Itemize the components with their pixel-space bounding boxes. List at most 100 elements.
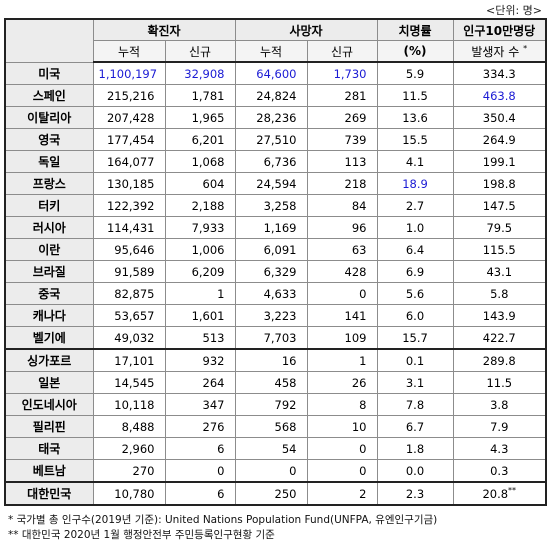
per-100k-cell-value: 115.5 — [482, 242, 516, 257]
table-row: 터키 122,392 2,188 3,258 84 2.7 147.5 — [4, 194, 547, 217]
confirmed-new-cell: 32,908 — [164, 61, 236, 85]
confirmed-new-cell-value: 264 — [202, 375, 225, 390]
deaths-cumulative-cell: 4,633 — [234, 282, 308, 305]
country-cell: 프랑스 — [4, 172, 94, 195]
confirmed-new-cell: 6 — [164, 481, 236, 506]
confirmed-cumulative-cell: 10,118 — [92, 393, 166, 416]
per-100k-cell-value: 199.1 — [482, 154, 516, 169]
fatality-rate-cell-value: 13.6 — [402, 110, 428, 125]
table-row: 일본 14,545 264 458 26 3.1 11.5 — [4, 371, 547, 394]
per-100k-cell: 115.5 — [452, 238, 547, 261]
confirmed-new-cell: 1,006 — [164, 238, 236, 261]
per-100k-cell-value: 463.8 — [482, 88, 516, 103]
per-100k-cell: 350.4 — [452, 106, 547, 129]
table-row: 인도네시아 10,118 347 792 8 7.8 3.8 — [4, 393, 547, 416]
fatality-rate-cell: 1.0 — [376, 216, 454, 239]
confirmed-new-cell: 513 — [164, 326, 236, 350]
per-100k-cell: 143.9 — [452, 304, 547, 327]
fatality-rate-cell: 0.1 — [376, 348, 454, 372]
country-cell-value: 브라질 — [32, 265, 66, 279]
country-cell: 이란 — [4, 238, 94, 261]
deaths-cumulative-cell-value: 458 — [274, 375, 297, 390]
confirmed-cumulative-cell: 114,431 — [92, 216, 166, 239]
fatality-rate-cell: 0.0 — [376, 459, 454, 483]
confirmed-new-cell: 2,188 — [164, 194, 236, 217]
covid-stats-table: 확진자 사망자 치명률 인구10만명당 누적 신규 누적 신규 (%) 발생자 … — [4, 18, 547, 506]
per-100k-cell: 264.9 — [452, 128, 547, 151]
deaths-new-cell: 63 — [306, 238, 378, 261]
per-100k-cell-value: 0.3 — [490, 463, 509, 478]
confirmed-cumulative-cell: 215,216 — [92, 84, 166, 107]
per-100k-cell-value: 7.9 — [490, 419, 509, 434]
fatality-rate-cell: 2.3 — [376, 481, 454, 506]
per-100k-cell-value: 20.8 — [482, 486, 509, 501]
fatality-rate-cell: 1.8 — [376, 437, 454, 460]
header-deaths-new: 신규 — [306, 40, 378, 63]
per-100k-cell-value: 147.5 — [482, 198, 516, 213]
country-cell-value: 캐나다 — [32, 309, 66, 323]
deaths-new-cell: 269 — [306, 106, 378, 129]
deaths-cumulative-cell-value: 27,510 — [256, 132, 297, 147]
country-cell: 태국 — [4, 437, 94, 460]
confirmed-cumulative-cell: 91,589 — [92, 260, 166, 283]
confirmed-cumulative-cell: 17,101 — [92, 348, 166, 372]
header-deaths-cumulative: 누적 — [234, 40, 308, 63]
fatality-rate-cell-value: 18.9 — [402, 176, 428, 191]
header-per-100k: 인구10만명당 — [452, 18, 547, 41]
deaths-new-cell: 113 — [306, 150, 378, 173]
deaths-cumulative-cell: 0 — [234, 459, 308, 483]
confirmed-new-cell-value: 1,781 — [191, 88, 225, 103]
table-row: 벨기에 49,032 513 7,703 109 15.7 422.7 — [4, 326, 547, 350]
fatality-rate-cell-value: 4.1 — [405, 154, 425, 169]
fatality-rate-cell: 6.0 — [376, 304, 454, 327]
header-confirmed-new: 신규 — [164, 40, 236, 63]
deaths-new-cell: 739 — [306, 128, 378, 151]
deaths-cumulative-cell-value: 16 — [281, 353, 297, 368]
confirmed-new-cell: 1,601 — [164, 304, 236, 327]
confirmed-new-cell: 347 — [164, 393, 236, 416]
country-cell: 캐나다 — [4, 304, 94, 327]
deaths-cumulative-cell-value: 3,223 — [263, 308, 297, 323]
per-100k-cell-value: 350.4 — [482, 110, 516, 125]
country-cell: 베트남 — [4, 459, 94, 483]
deaths-cumulative-cell: 1,169 — [234, 216, 308, 239]
per-100k-cell: 198.8 — [452, 172, 547, 195]
deaths-new-cell-value: 96 — [351, 220, 367, 235]
header-per-100k-line2: 발생자 수 * — [452, 40, 547, 63]
confirmed-cumulative-cell-value: 53,657 — [114, 308, 155, 323]
confirmed-cumulative-cell: 2,960 — [92, 437, 166, 460]
table-row: 캐나다 53,657 1,601 3,223 141 6.0 143.9 — [4, 304, 547, 327]
deaths-new-cell: 84 — [306, 194, 378, 217]
fatality-rate-cell: 6.9 — [376, 260, 454, 283]
confirmed-new-cell: 276 — [164, 415, 236, 438]
country-cell: 이탈리아 — [4, 106, 94, 129]
deaths-new-cell-value: 109 — [344, 330, 367, 345]
header-per-100k-mark: * — [523, 43, 528, 53]
per-100k-cell: 463.8 — [452, 84, 547, 107]
deaths-cumulative-cell-value: 6,736 — [263, 154, 297, 169]
confirmed-cumulative-cell-value: 8,488 — [121, 419, 155, 434]
confirmed-cumulative-cell-value: 14,545 — [114, 375, 155, 390]
deaths-new-cell: 26 — [306, 371, 378, 394]
per-100k-cell-value: 4.3 — [490, 441, 509, 456]
per-100k-cell-value: 143.9 — [482, 308, 516, 323]
deaths-new-cell: 0 — [306, 282, 378, 305]
per-100k-cell-value: 289.8 — [482, 353, 516, 368]
per-100k-cell-value: 11.5 — [486, 375, 513, 390]
fatality-rate-cell-value: 7.8 — [405, 397, 425, 412]
fatality-rate-cell-value: 6.0 — [405, 308, 425, 323]
per-100k-mark: ** — [508, 486, 517, 496]
deaths-cumulative-cell: 24,824 — [234, 84, 308, 107]
per-100k-cell: 0.3 — [452, 459, 547, 483]
fatality-rate-cell-value: 0.1 — [405, 353, 425, 368]
deaths-new-cell: 2 — [306, 481, 378, 506]
header-fatality-unit: (%) — [376, 40, 454, 63]
country-cell: 싱가포르 — [4, 348, 94, 372]
per-100k-cell: 3.8 — [452, 393, 547, 416]
confirmed-cumulative-cell: 8,488 — [92, 415, 166, 438]
per-100k-cell-value: 79.5 — [486, 220, 513, 235]
table-row: 태국 2,960 6 54 0 1.8 4.3 — [4, 437, 547, 460]
header-fatality-rate: 치명률 — [376, 18, 454, 41]
deaths-new-cell-value: 1 — [359, 353, 367, 368]
per-100k-cell: 5.8 — [452, 282, 547, 305]
